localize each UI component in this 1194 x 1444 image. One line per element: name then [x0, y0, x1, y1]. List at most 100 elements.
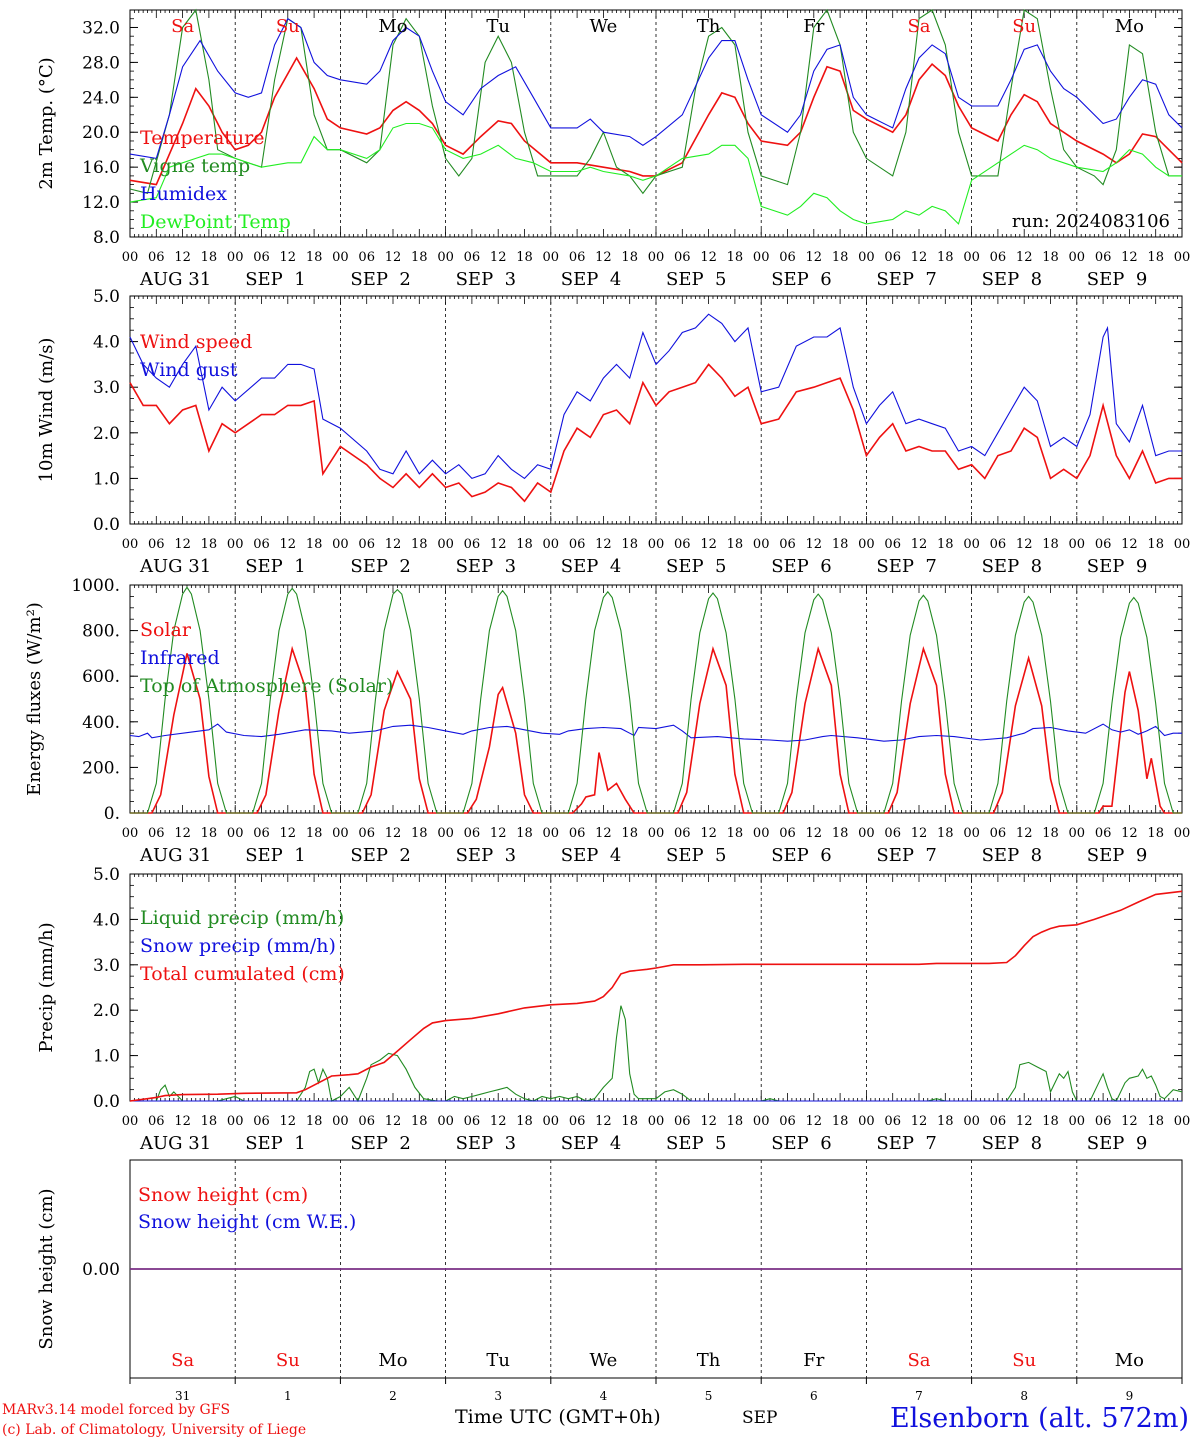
hour-tick-label: 18: [727, 1114, 744, 1129]
day-name: Th: [697, 1350, 721, 1371]
hour-tick-label: 18: [621, 537, 638, 552]
hour-tick-label: 06: [148, 250, 165, 265]
hour-tick-label: 00: [753, 1114, 770, 1129]
y-tick-label: 200.: [82, 758, 120, 778]
hour-tick-label: 00: [437, 250, 454, 265]
hour-tick-label: 06: [464, 1114, 481, 1129]
y-tick-label: 5.0: [93, 865, 120, 885]
hour-tick-label: 06: [358, 826, 375, 841]
hour-tick-label: 18: [1042, 250, 1059, 265]
hour-tick-label: 18: [621, 826, 638, 841]
hour-tick-label: 18: [832, 537, 849, 552]
hour-tick-label: 06: [674, 537, 691, 552]
hour-tick-label: 00: [543, 826, 560, 841]
date-label: SEP 3: [456, 1133, 516, 1154]
date-label: SEP 2: [350, 845, 410, 866]
hour-tick-label: 18: [937, 1114, 954, 1129]
hour-tick-label: 12: [1016, 826, 1033, 841]
date-label: SEP 4: [561, 556, 621, 577]
hour-tick-label: 00: [858, 537, 875, 552]
day-name: Su: [1012, 16, 1036, 37]
hour-tick-label: 18: [1147, 826, 1164, 841]
day-name: We: [590, 16, 618, 37]
day-number: 9: [1126, 1389, 1134, 1403]
day-name: Mo: [378, 16, 407, 37]
date-label: SEP 4: [561, 1133, 621, 1154]
date-label: SEP 7: [876, 1133, 936, 1154]
hour-tick-label: 00: [963, 537, 980, 552]
day-number: 3: [494, 1389, 502, 1403]
series-line-solar: [130, 645, 1182, 814]
day-name: Fr: [803, 1350, 824, 1371]
hour-tick-label: 06: [358, 1114, 375, 1129]
series-line-dewpoint-temp: [129, 122, 1182, 225]
hour-tick-label: 00: [648, 250, 665, 265]
hour-tick-label: 18: [201, 250, 218, 265]
hour-tick-label: 18: [1042, 1114, 1059, 1129]
y-tick-label: 20.0: [82, 123, 120, 143]
hour-tick-label: 12: [595, 250, 612, 265]
hour-tick-label: 12: [700, 250, 717, 265]
date-label: SEP 2: [350, 556, 410, 577]
hour-tick-label: 06: [569, 826, 586, 841]
hour-tick-label: 12: [174, 1114, 191, 1129]
hour-tick-label: 00: [122, 537, 139, 552]
hour-tick-label: 00: [1069, 250, 1086, 265]
day-name: Sa: [907, 1350, 930, 1371]
hour-tick-label: 18: [1147, 1114, 1164, 1129]
legend-entry: Vigne temp: [139, 155, 250, 177]
hour-tick-label: 12: [1121, 250, 1138, 265]
date-label: SEP 3: [456, 269, 516, 290]
hour-tick-label: 06: [569, 250, 586, 265]
hour-tick-label: 06: [884, 826, 901, 841]
y-tick-label: 3.0: [93, 956, 120, 976]
hour-tick-label: 00: [753, 250, 770, 265]
date-label: SEP 6: [771, 269, 831, 290]
hour-tick-label: 12: [1121, 1114, 1138, 1129]
hour-tick-label: 06: [990, 250, 1007, 265]
hour-tick-label: 12: [1016, 537, 1033, 552]
hour-tick-label: 00: [858, 826, 875, 841]
hour-tick-label: 06: [1095, 826, 1112, 841]
hour-tick-label: 12: [1121, 537, 1138, 552]
hour-tick-label: 00: [858, 250, 875, 265]
hour-tick-label: 12: [490, 537, 507, 552]
day-name: Th: [697, 16, 721, 37]
date-label: SEP 4: [561, 269, 621, 290]
date-label: SEP 9: [1087, 1133, 1147, 1154]
date-label: SEP 2: [350, 269, 410, 290]
station-label: Elsenborn (alt. 572m): [890, 1403, 1189, 1434]
y-axis-label: Energy fluxes (W/m²): [24, 602, 45, 796]
hour-tick-label: 18: [832, 1114, 849, 1129]
hour-tick-label: 12: [280, 826, 297, 841]
hour-tick-label: 00: [543, 250, 560, 265]
hour-tick-label: 06: [569, 1114, 586, 1129]
y-tick-label: 800.: [82, 622, 120, 642]
y-tick-label: 24.0: [82, 88, 120, 108]
date-label: SEP 6: [771, 845, 831, 866]
day-name: Mo: [1115, 16, 1144, 37]
series-line-wind-gust: [129, 313, 1182, 480]
day-name: Su: [276, 1350, 300, 1371]
y-tick-label: 28.0: [82, 53, 120, 73]
date-label: SEP 5: [666, 556, 726, 577]
hour-tick-label: 06: [569, 537, 586, 552]
y-tick-label: 600.: [82, 667, 120, 687]
y-axis-label: 10m Wind (m/s): [36, 338, 57, 483]
hour-tick-label: 18: [201, 1114, 218, 1129]
day-number: 31: [175, 1389, 190, 1403]
hour-tick-label: 06: [148, 537, 165, 552]
y-tick-label: 0.00: [82, 1260, 120, 1280]
hour-tick-label: 06: [253, 250, 270, 265]
hour-tick-label: 00: [122, 826, 139, 841]
hour-tick-label: 00: [1174, 1114, 1191, 1129]
run-label: run: 2024083106: [1012, 211, 1170, 232]
hour-tick-label: 12: [1016, 1114, 1033, 1129]
date-label: SEP 8: [982, 269, 1042, 290]
day-number: 8: [1020, 1389, 1028, 1403]
day-number: 6: [810, 1389, 818, 1403]
date-label: SEP 9: [1087, 269, 1147, 290]
hour-tick-label: 18: [306, 826, 323, 841]
hour-tick-label: 12: [1016, 250, 1033, 265]
y-axis-label: Snow height (cm): [36, 1188, 57, 1349]
